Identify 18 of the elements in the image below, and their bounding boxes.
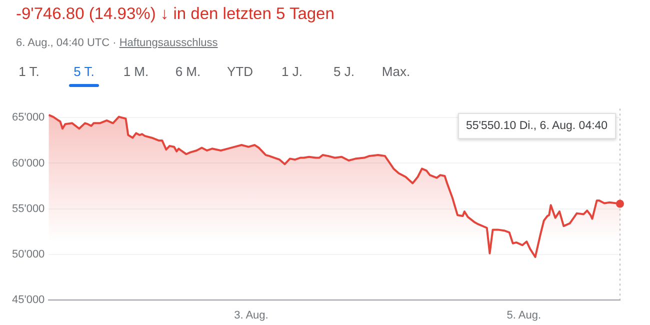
text: 6 M. [174, 63, 202, 81]
y-tick-label: 65'000 [12, 112, 45, 124]
text: 1 M. [122, 63, 150, 81]
y-tick-label: 60'000 [12, 157, 45, 170]
text: Max. [380, 63, 412, 81]
chart-subtitle: 6. Aug., 04:40 UTC · Haftungsausschluss [16, 37, 218, 49]
y-tick-label: 50'000 [12, 248, 45, 260]
text: 5 J. [332, 63, 356, 81]
x-tick-label: 3. Aug. [234, 309, 268, 322]
x-tick-label: 5. Aug. [506, 309, 542, 322]
annotation: 55'550.10 Di., 6. Aug. 04:40 [458, 113, 616, 139]
text: 1 J. [280, 63, 304, 81]
chart-title: -9'746.80 (14.93%) ↓ in den letzten 5 Tagen [16, 5, 334, 24]
text: 5 T. [58, 62, 110, 81]
text: YTD [226, 63, 254, 81]
y-tick-label: 45'000 [12, 294, 45, 306]
y-tick-label: 55'000 [12, 202, 45, 215]
text: 1 T. [18, 63, 40, 81]
